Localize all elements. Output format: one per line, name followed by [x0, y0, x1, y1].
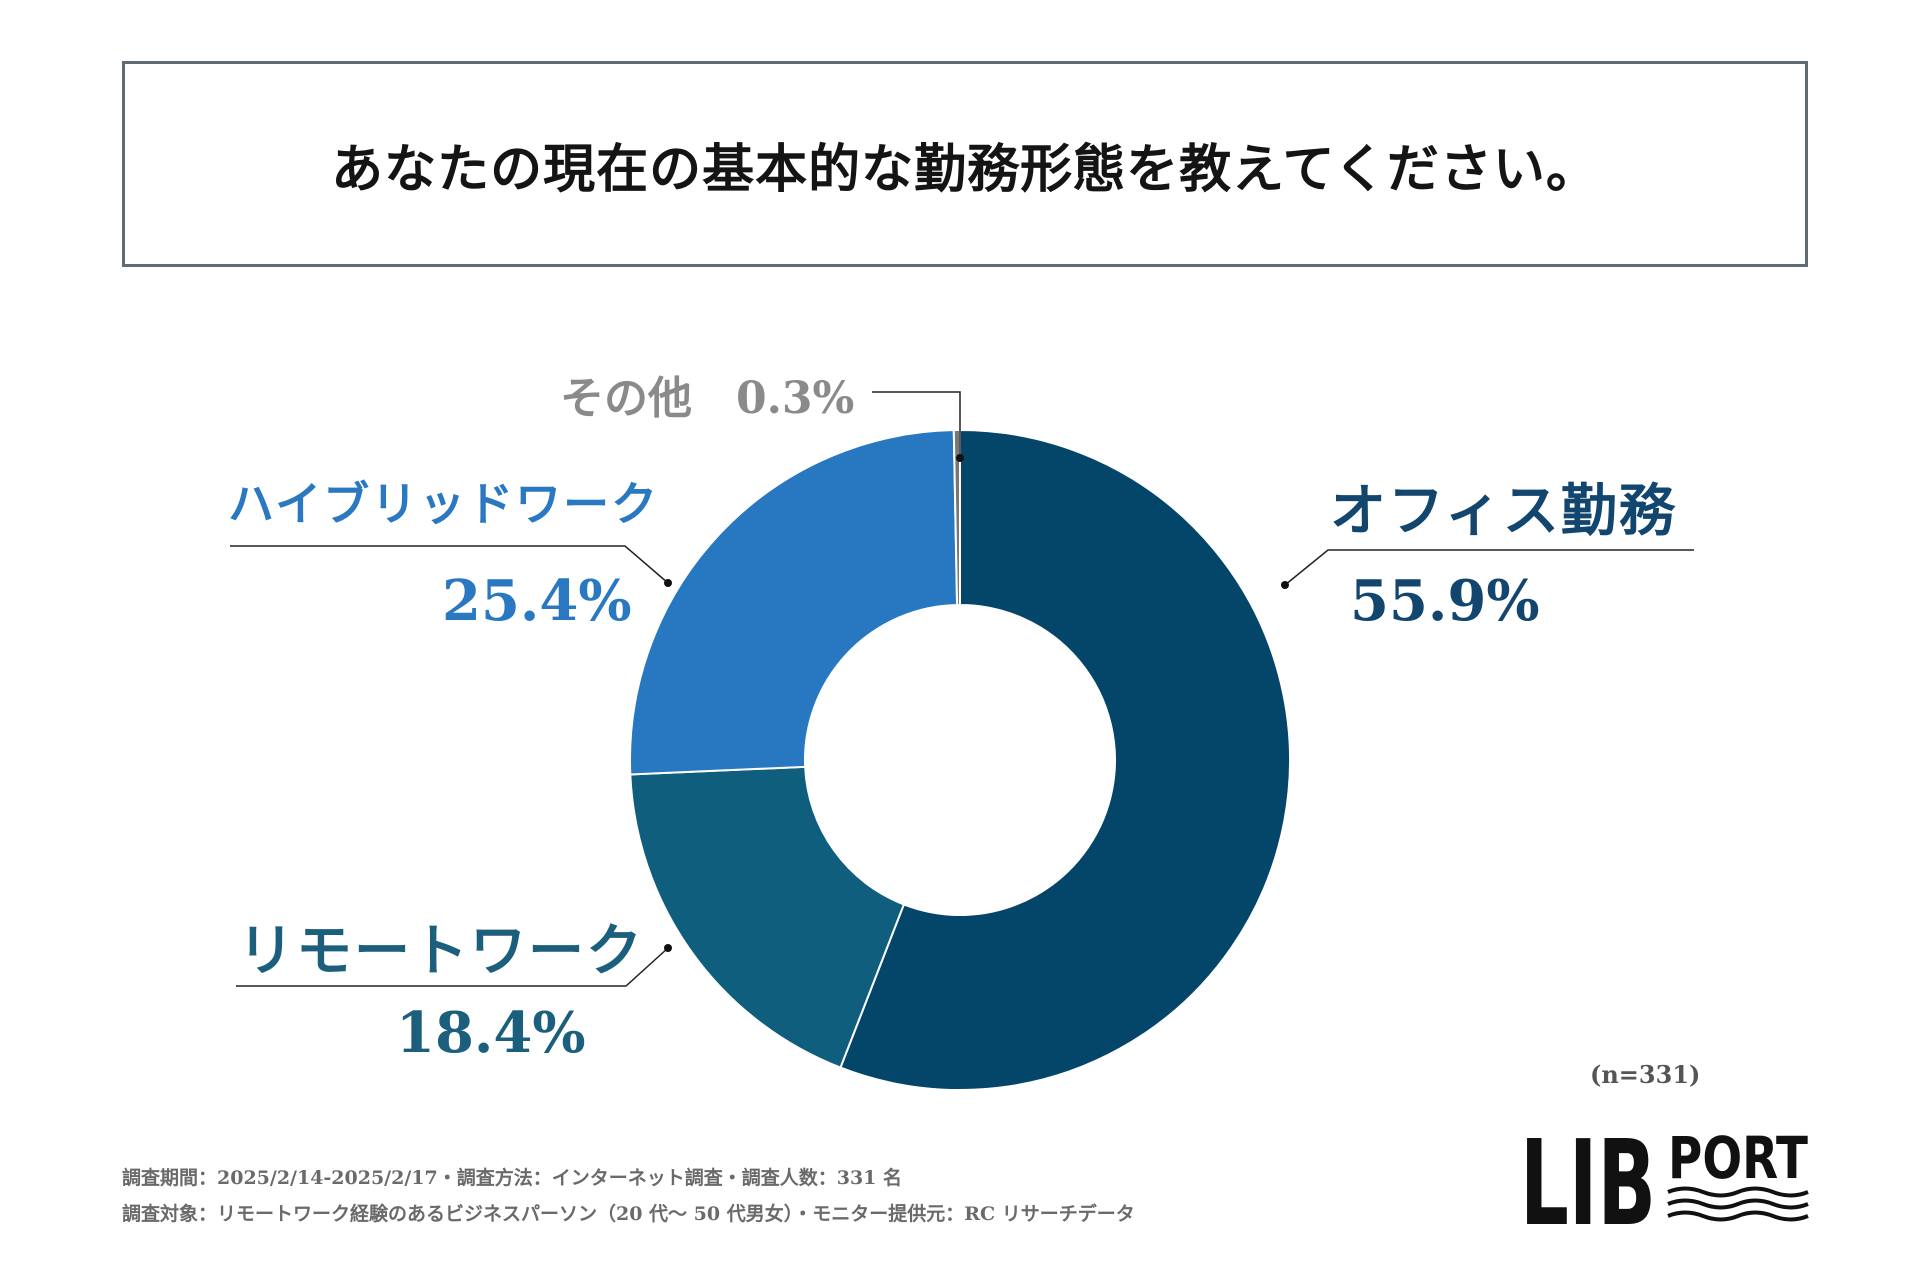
donut-slice-0 [839, 428, 1291, 1091]
leader-dot-office [1281, 581, 1289, 589]
title-box: あなたの現在の基本的な勤務形態を教えてください。 [122, 61, 1808, 267]
leader-dot-hybrid [664, 579, 672, 587]
label-hybrid-value: 25.4% [442, 568, 632, 634]
leader-dot-other [956, 454, 964, 462]
label-remote-value: 18.4% [396, 1000, 586, 1066]
leader-remote [236, 947, 669, 987]
sample-size: (n=331) [1590, 1060, 1701, 1089]
label-office-value: 55.9% [1350, 568, 1540, 634]
label-other: その他 0.3% [560, 373, 855, 424]
survey-note-period: 調査期間：2025/2/14-2025/2/17・調査方法：インターネット調査・… [122, 1167, 903, 1189]
logo-text-main: LIB [1520, 1120, 1656, 1230]
libport-logo: LIB PORT [1520, 1120, 1809, 1230]
leader-office [1284, 549, 1694, 586]
label-remote-name: リモートワーク [238, 918, 644, 984]
page-title: あなたの現在の基本的な勤務形態を教えてください。 [331, 138, 1599, 200]
logo-text-sub: PORT [1668, 1124, 1808, 1192]
donut-slice-1 [629, 765, 906, 1069]
label-hybrid-name: ハイブリッドワーク [228, 477, 660, 531]
donut-slice-3 [952, 428, 961, 607]
logo-wave-icon [1667, 1186, 1809, 1222]
donut-slice-2 [629, 429, 959, 776]
survey-note-target: 調査対象：リモートワーク経験のあるビジネスパーソン（20 代〜 50 代男女）・… [122, 1203, 1135, 1225]
survey-notes: 調査期間：2025/2/14-2025/2/17・調査方法：インターネット調査・… [122, 1160, 1135, 1232]
leader-hybrid [230, 545, 669, 584]
leader-other [872, 391, 961, 458]
leader-lines [230, 391, 1694, 987]
leader-dot-remote [664, 944, 672, 952]
label-office-name: オフィス勤務 [1330, 478, 1677, 544]
